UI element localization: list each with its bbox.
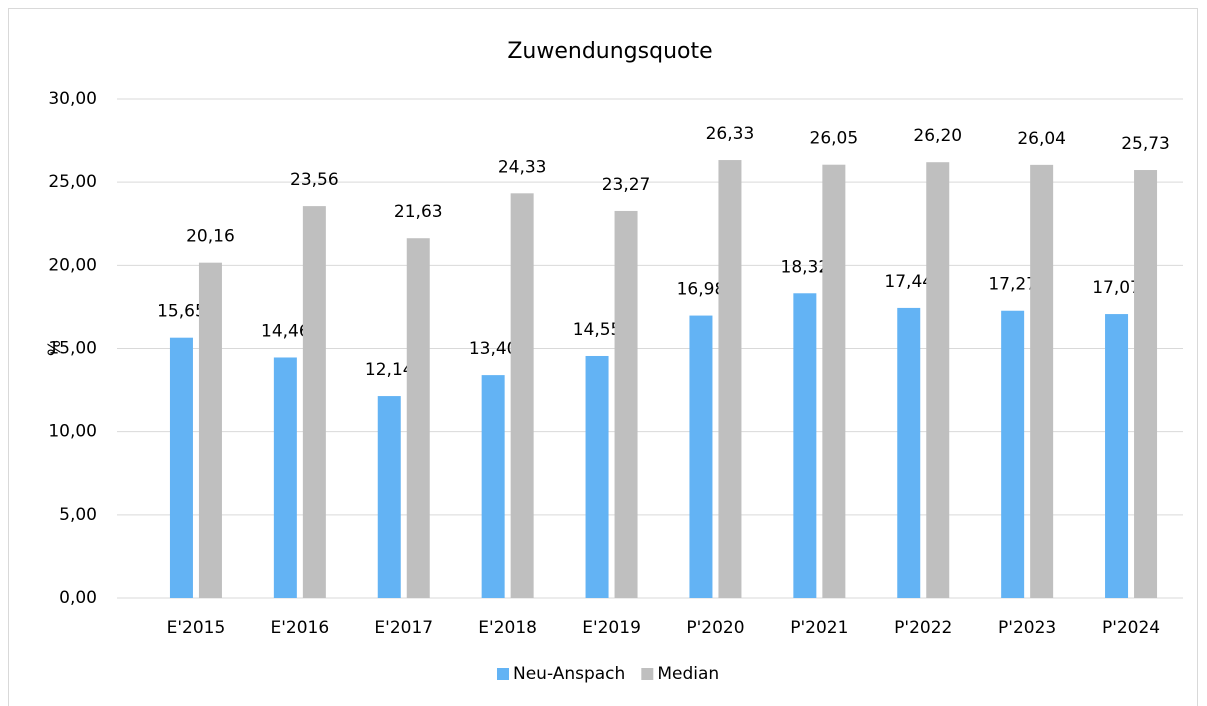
- bar: [198, 262, 222, 598]
- x-tick-label: E'2018: [478, 618, 537, 638]
- bar: [377, 396, 401, 598]
- y-tick-label: 0,00: [59, 588, 97, 608]
- x-tick-label: E'2015: [167, 618, 226, 638]
- bar: [406, 238, 430, 598]
- bar: [169, 337, 193, 598]
- bar: [1001, 310, 1025, 598]
- bar: [585, 355, 609, 598]
- data-label: 20,16: [186, 227, 235, 247]
- data-label: 17,27: [988, 275, 1037, 295]
- y-tick-label: 10,00: [48, 422, 97, 442]
- bar: [1105, 314, 1129, 598]
- data-label: 15,65: [157, 302, 206, 322]
- legend-label: Neu-Anspach: [513, 664, 625, 684]
- data-label: 25,73: [1121, 134, 1170, 154]
- data-label: 26,04: [1017, 129, 1066, 149]
- bar: [302, 206, 326, 599]
- x-tick-label: P'2020: [686, 618, 744, 638]
- data-label: 23,56: [290, 170, 339, 190]
- data-label: 14,46: [261, 321, 310, 341]
- legend-swatch: [641, 668, 654, 680]
- data-label: 18,32: [781, 257, 830, 277]
- x-tick-label: E'2016: [271, 618, 330, 638]
- bar: [614, 210, 638, 599]
- y-tick-label: 15,00: [48, 339, 97, 359]
- y-tick-label: 5,00: [59, 505, 97, 525]
- chart-border: [8, 8, 1198, 706]
- data-label: 16,98: [677, 280, 726, 300]
- legend-label: Median: [657, 664, 719, 684]
- x-tick-label: E'2017: [374, 618, 433, 638]
- x-tick-label: P'2021: [790, 618, 848, 638]
- data-label: 17,07: [1092, 278, 1141, 298]
- y-tick-label: 20,00: [48, 255, 97, 275]
- data-label: 12,14: [365, 360, 414, 380]
- bar: [1134, 170, 1158, 598]
- data-label: 24,33: [498, 157, 547, 177]
- data-label: 13,40: [469, 339, 518, 359]
- legend-swatch: [497, 668, 509, 680]
- y-tick-label: 25,00: [48, 172, 97, 192]
- x-tick-label: P'2022: [894, 618, 952, 638]
- bar: [718, 160, 742, 599]
- bar: [793, 293, 817, 598]
- bar: [481, 375, 505, 598]
- data-label: 17,44: [884, 272, 933, 292]
- x-tick-label: P'2023: [998, 618, 1056, 638]
- y-tick-label: 30,00: [48, 89, 97, 109]
- bar: [897, 307, 921, 598]
- bar: [510, 193, 534, 598]
- bar: [273, 357, 297, 598]
- chart-title: Zuwendungsquote: [507, 39, 712, 64]
- bar: [1030, 164, 1054, 599]
- bar: [822, 164, 846, 598]
- x-tick-label: E'2019: [582, 618, 641, 638]
- data-label: 21,63: [394, 202, 443, 222]
- bar: [926, 162, 950, 598]
- x-tick-label: P'2024: [1102, 618, 1160, 638]
- data-label: 23,27: [602, 175, 651, 195]
- data-label: 14,55: [573, 320, 622, 340]
- y-axis-label: %: [45, 340, 65, 356]
- data-label: 26,20: [913, 126, 962, 146]
- data-label: 26,05: [810, 129, 859, 149]
- bar: [689, 315, 713, 598]
- data-label: 26,33: [706, 124, 755, 144]
